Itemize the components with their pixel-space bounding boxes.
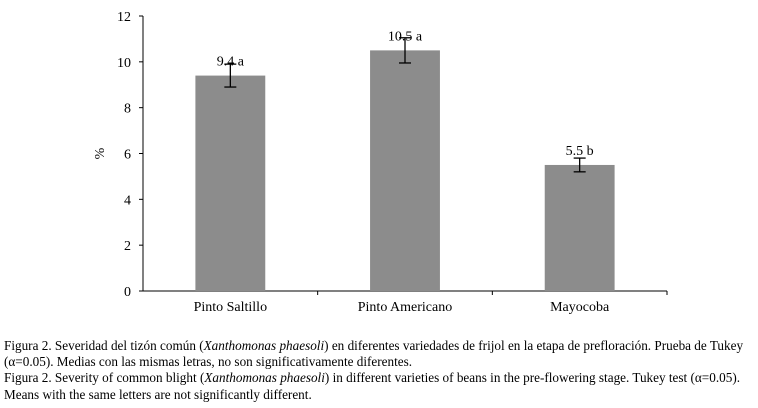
data-label: 5.5 b bbox=[566, 144, 594, 159]
x-tick-label: Pinto Americano bbox=[358, 300, 453, 315]
data-label: 9.4 a bbox=[217, 55, 245, 70]
bar bbox=[544, 164, 615, 291]
y-tick-label: 12 bbox=[117, 10, 131, 25]
x-tick-label: Pinto Saltillo bbox=[194, 300, 268, 315]
figure-caption: Figura 2. Severidad del tizón común (Xan… bbox=[4, 338, 756, 403]
y-axis-label: % bbox=[93, 147, 108, 159]
y-tick-label: 4 bbox=[124, 193, 131, 208]
chart-labels: 9.4 a Pinto Saltillo 10.5 a Pinto Americano… bbox=[194, 29, 610, 315]
caption-english: Figura 2. Severity of common blight (Xan… bbox=[4, 370, 756, 402]
y-tick-label: 6 bbox=[124, 148, 131, 163]
caption-es-suffix: ) en diferentes variedades de frijol en … bbox=[4, 338, 744, 370]
x-tick-label: Mayocoba bbox=[550, 300, 610, 315]
bar bbox=[195, 75, 266, 291]
bar bbox=[370, 50, 440, 291]
chart-bars bbox=[195, 37, 615, 291]
bar-chart: 0 2 4 6 8 10 12% 9.4 a Pinto Saltillo 10.5 a Pint… bbox=[93, 10, 668, 315]
data-label: 10.5 a bbox=[388, 29, 423, 44]
y-tick-label: 10 bbox=[117, 56, 131, 71]
caption-en-prefix: Figura 2. Severity of common blight ( bbox=[4, 370, 205, 386]
caption-en-species: Xanthomonas phaesoli bbox=[204, 370, 325, 386]
y-tick-label: 0 bbox=[124, 285, 131, 300]
caption-en-suffix: ) in different varieties of beans in the… bbox=[4, 370, 741, 402]
caption-spanish: Figura 2. Severidad del tizón común (Xan… bbox=[4, 338, 756, 370]
caption-es-species: Xanthomonas phaesoli bbox=[203, 338, 325, 353]
y-tick-label: 2 bbox=[124, 239, 131, 254]
caption-es-prefix: Figura 2. Severidad del tizón común ( bbox=[4, 338, 204, 353]
y-tick-label: 8 bbox=[124, 102, 131, 117]
